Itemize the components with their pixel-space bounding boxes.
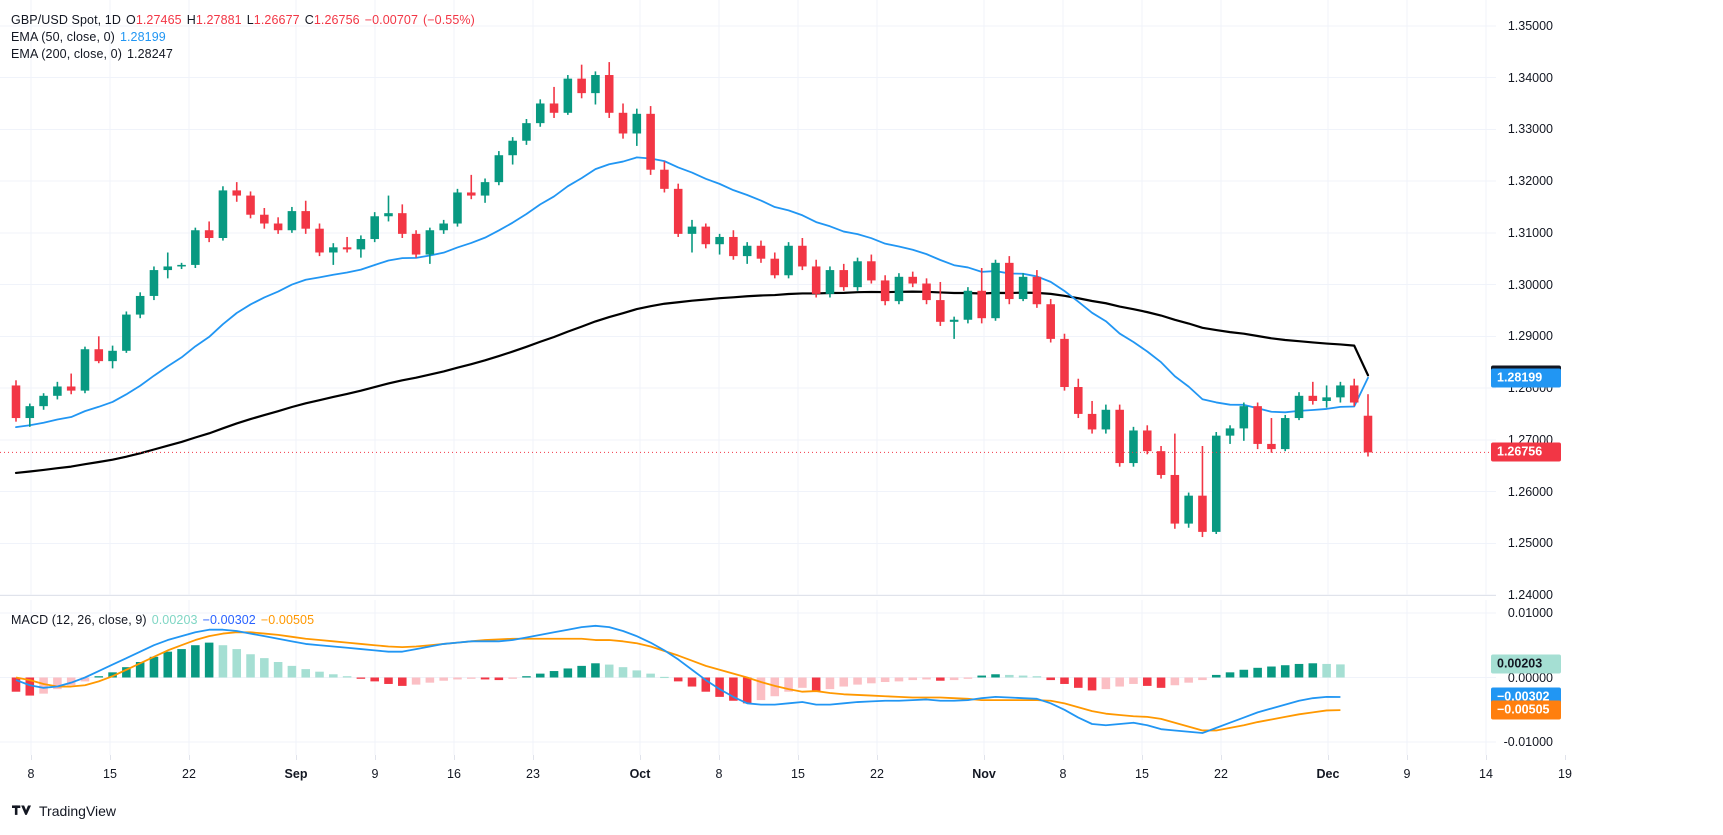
price-axis-tick: 1.25000 <box>1507 536 1553 551</box>
time-axis-tick: 15 <box>103 767 117 781</box>
ema50-price-badge[interactable]: 1.28199 <box>1491 368 1561 388</box>
macd-legend-row[interactable]: MACD (12, 26, close, 9) 0.00203 −0.00302 −0… <box>11 612 314 629</box>
time-axis-tick: 22 <box>1214 767 1228 781</box>
price-pane[interactable] <box>0 0 1566 596</box>
time-axis-tick-mark <box>31 755 32 760</box>
ema50-value: 1.28199 <box>119 30 166 44</box>
last-price-badge[interactable]: 1.26756 <box>1491 442 1561 462</box>
macd-signal-badge[interactable]: −0.00505 <box>1491 700 1561 720</box>
time-axis-tick: 23 <box>526 767 540 781</box>
time-axis-tick-mark <box>984 755 985 760</box>
price-axis-tick: 1.29000 <box>1507 329 1553 344</box>
open-value: 1.27465 <box>135 13 182 27</box>
time-axis-tick-mark <box>1328 755 1329 760</box>
time-axis-tick-mark <box>1221 755 1222 760</box>
ema50-title[interactable]: EMA (50, close, 0) <box>11 30 115 44</box>
price-axis-tick: 1.33000 <box>1507 122 1553 137</box>
low-label: L <box>246 13 254 27</box>
macd-pane[interactable] <box>0 600 1566 755</box>
time-axis-tick-mark <box>533 755 534 760</box>
time-axis-tick: Dec <box>1316 767 1340 781</box>
time-axis-tick-mark <box>454 755 455 760</box>
time-axis-tick-mark <box>296 755 297 760</box>
time-axis-tick-mark <box>877 755 878 760</box>
tradingview-logo-icon <box>12 805 31 815</box>
price-axis-tick: 1.24000 <box>1507 588 1553 602</box>
macd-axis-tick: 0.00000 <box>1507 670 1553 685</box>
symbol-title[interactable]: GBP/USD Spot, 1D <box>11 13 121 27</box>
time-axis-tick: 9 <box>1403 767 1411 781</box>
ema200-title[interactable]: EMA (200, close, 0) <box>11 47 122 61</box>
macd-legend[interactable]: MACD (12, 26, close, 9) 0.00203 −0.00302 −0… <box>11 612 314 629</box>
time-axis-tick: 15 <box>791 767 805 781</box>
close-label: C <box>304 13 314 27</box>
time-axis-tick: 8 <box>715 767 723 781</box>
time-axis-tick-mark <box>640 755 641 760</box>
time-axis-tick: 9 <box>371 767 379 781</box>
price-legend-ohlc-row[interactable]: GBP/USD Spot, 1D O1.27465 H1.27881 L1.26677… <box>11 12 475 29</box>
time-axis-tick: 22 <box>870 767 884 781</box>
time-axis-tick: 22 <box>182 767 196 781</box>
change-value: −0.00707 <box>364 13 419 27</box>
time-axis-tick-mark <box>110 755 111 760</box>
time-axis-tick: 19 <box>1558 767 1572 781</box>
price-axis-tick: 1.35000 <box>1507 18 1553 33</box>
close-value: 1.26756 <box>313 13 360 27</box>
low-value: 1.26677 <box>253 13 300 27</box>
time-axis-tick-mark <box>719 755 720 760</box>
price-axis[interactable]: 1.35000 1.34000 1.33000 1.32000 1.31000 1.300… <box>1491 0 1723 795</box>
time-axis-tick: 8 <box>1059 767 1067 781</box>
tradingview-brand[interactable]: TradingView <box>12 803 116 819</box>
price-axis-tick: 1.30000 <box>1507 277 1553 292</box>
macd-axis-tick: 0.01000 <box>1507 605 1553 620</box>
change-percent: (−0.55%) <box>423 13 475 27</box>
macd-signal-value: −0.00505 <box>260 613 315 627</box>
macd-hist-badge[interactable]: 0.00203 <box>1491 654 1561 674</box>
time-axis-tick: 8 <box>27 767 35 781</box>
time-axis-tick: 15 <box>1135 767 1149 781</box>
ema200-legend-row[interactable]: EMA (200, close, 0) 1.28247 <box>11 46 475 63</box>
tradingview-brand-label: TradingView <box>39 803 117 819</box>
pane-divider <box>0 595 1496 596</box>
time-axis-tick: Oct <box>629 767 651 781</box>
time-axis-tick-mark <box>375 755 376 760</box>
macd-title[interactable]: MACD (12, 26, close, 9) <box>11 613 147 627</box>
time-axis-tick-mark <box>1142 755 1143 760</box>
high-value: 1.27881 <box>195 13 242 27</box>
macd-line-value: −0.00302 <box>202 613 256 627</box>
price-chart-canvas[interactable] <box>0 0 1566 596</box>
time-axis-tick-mark <box>1565 755 1566 760</box>
price-axis-tick: 1.32000 <box>1507 174 1553 189</box>
price-axis-tick: 1.26000 <box>1507 484 1553 499</box>
time-axis-tick-mark <box>189 755 190 760</box>
time-axis-tick: Sep <box>284 767 308 781</box>
time-axis-tick-mark <box>1407 755 1408 760</box>
time-axis-tick: 14 <box>1479 767 1493 781</box>
price-axis-tick: 1.34000 <box>1507 70 1553 85</box>
time-axis-tick-mark <box>798 755 799 760</box>
ema200-value: 1.28247 <box>126 47 173 61</box>
price-axis-tick: 1.31000 <box>1507 225 1553 240</box>
high-label: H <box>186 13 196 27</box>
time-axis-tick: Nov <box>972 767 996 781</box>
macd-chart-canvas[interactable] <box>0 600 1566 755</box>
open-label: O <box>125 13 136 27</box>
ema50-legend-row[interactable]: EMA (50, close, 0) 1.28199 <box>11 29 475 46</box>
price-legend: GBP/USD Spot, 1D O1.27465 H1.27881 L1.26677… <box>11 12 475 63</box>
time-axis-tick-mark <box>1063 755 1064 760</box>
time-axis-tick-mark <box>1486 755 1487 760</box>
macd-axis-tick: -0.01000 <box>1503 735 1553 750</box>
time-axis-tick: 16 <box>447 767 461 781</box>
time-axis[interactable]: 8 15 22 Sep 9 16 23 Oct 8 15 22 Nov 8 15 22 Dec 9 14 19 <box>0 755 1572 795</box>
macd-hist-value: 0.00203 <box>151 613 198 627</box>
